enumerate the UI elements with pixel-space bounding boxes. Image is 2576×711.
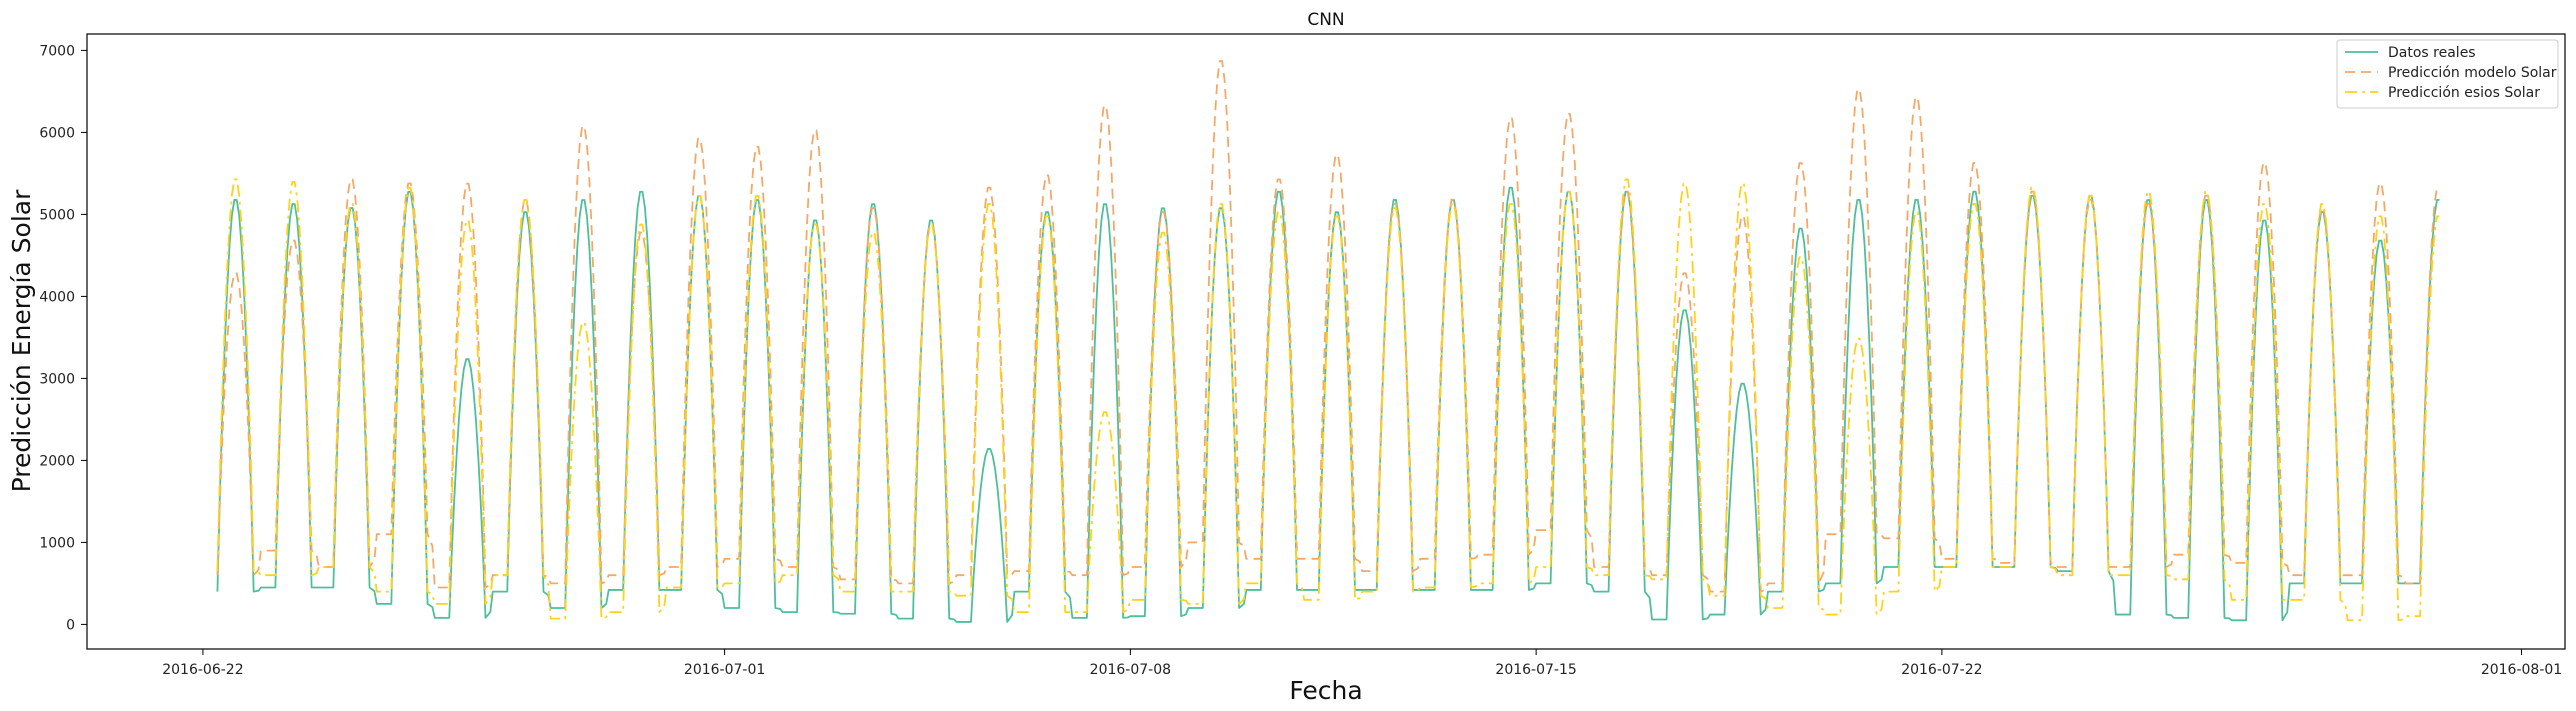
x-axis-title: Fecha bbox=[1289, 676, 1362, 705]
x-tick-label: 2016-07-08 bbox=[1090, 662, 1171, 678]
y-tick-label: 1000 bbox=[39, 535, 75, 551]
legend: Datos reales Predicción modelo Solar Predi… bbox=[2336, 39, 2559, 109]
x-tick-label: 2016-07-15 bbox=[1495, 662, 1576, 678]
x-tick-label: 2016-07-22 bbox=[1901, 662, 1982, 678]
series-line-3 bbox=[216, 178, 2440, 622]
y-tick-label: 7000 bbox=[39, 43, 75, 59]
y-tick-label: 2000 bbox=[39, 453, 75, 469]
y-tick-label: 0 bbox=[66, 617, 75, 633]
y-tick-label: 6000 bbox=[39, 125, 75, 141]
series-layer bbox=[216, 60, 2440, 623]
x-tick-label: 2016-07-01 bbox=[684, 662, 765, 678]
y-tick-label: 4000 bbox=[39, 289, 75, 305]
plot-frame bbox=[86, 33, 2566, 650]
legend-box bbox=[2336, 39, 2559, 109]
x-axis: 2016-06-22 2016-07-01 2016-07-08 2016-07-15… bbox=[162, 649, 2562, 678]
legend-label: Predicción esios Solar bbox=[2388, 85, 2540, 101]
y-tick-label: 3000 bbox=[39, 371, 75, 387]
legend-label: Predicción modelo Solar bbox=[2388, 65, 2557, 81]
legend-label: Datos reales bbox=[2388, 45, 2476, 61]
x-tick-label: 2016-06-22 bbox=[162, 662, 243, 678]
y-axis-title: Predicción Energía Solar bbox=[7, 189, 36, 492]
y-tick-label: 5000 bbox=[39, 207, 75, 223]
chart-title: CNN bbox=[1307, 10, 1344, 30]
x-tick-label: 2016-08-01 bbox=[2481, 662, 2562, 678]
y-axis: 0 1000 2000 3000 4000 5000 6000 7000 bbox=[39, 43, 87, 633]
